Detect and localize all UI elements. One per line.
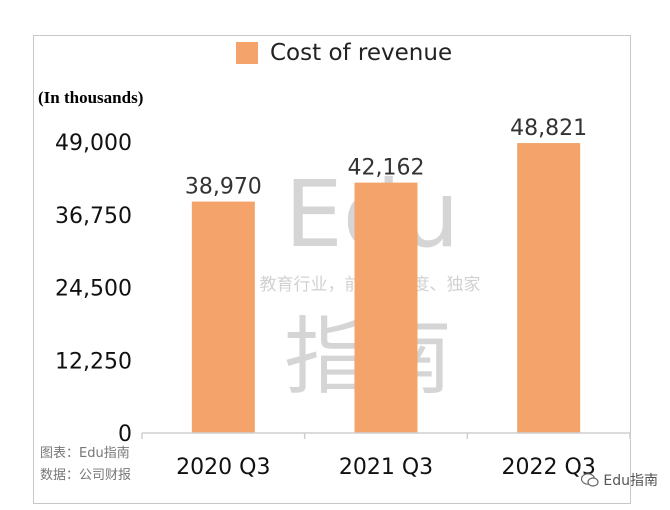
x-tick-label: 2022 Q3 [502, 455, 596, 480]
chart-frame [33, 35, 631, 504]
brand-badge: Edu指南 [581, 470, 658, 490]
y-tick-label: 36,750 [55, 204, 132, 229]
legend: Cost of revenue [236, 38, 452, 68]
source-note-chart: 图表：Edu指南 [40, 446, 130, 461]
bar [517, 143, 581, 433]
x-axis [141, 432, 631, 439]
y-tick-label: 24,500 [55, 277, 132, 302]
bar-value-label: 42,162 [348, 156, 425, 181]
source-note-data: 数据：公司财报 [40, 468, 132, 483]
x-tick-label: 2020 Q3 [176, 455, 270, 480]
y-axis: 0 12,250 24,500 36,750 49,000 [55, 131, 132, 447]
bar-value-label: 48,821 [510, 116, 587, 141]
bar-value-label: 38,970 [185, 175, 262, 200]
brand-badge-label: Edu指南 [603, 473, 658, 489]
bar [191, 201, 255, 433]
legend-swatch [236, 42, 258, 64]
wechat-icon [581, 473, 599, 487]
legend-label: Cost of revenue [270, 40, 453, 66]
y-tick-label: 12,250 [55, 349, 132, 374]
unit-label: (In thousands) [38, 88, 144, 107]
category-labels: 2020 Q3 2021 Q3 2022 Q3 [176, 455, 596, 480]
y-tick-label: 49,000 [55, 131, 132, 156]
bar [354, 182, 418, 433]
bars [191, 143, 581, 433]
y-tick-label: 0 [118, 422, 132, 447]
x-tick-label: 2021 Q3 [339, 455, 433, 480]
data-labels: 38,970 42,162 48,821 [185, 116, 587, 200]
